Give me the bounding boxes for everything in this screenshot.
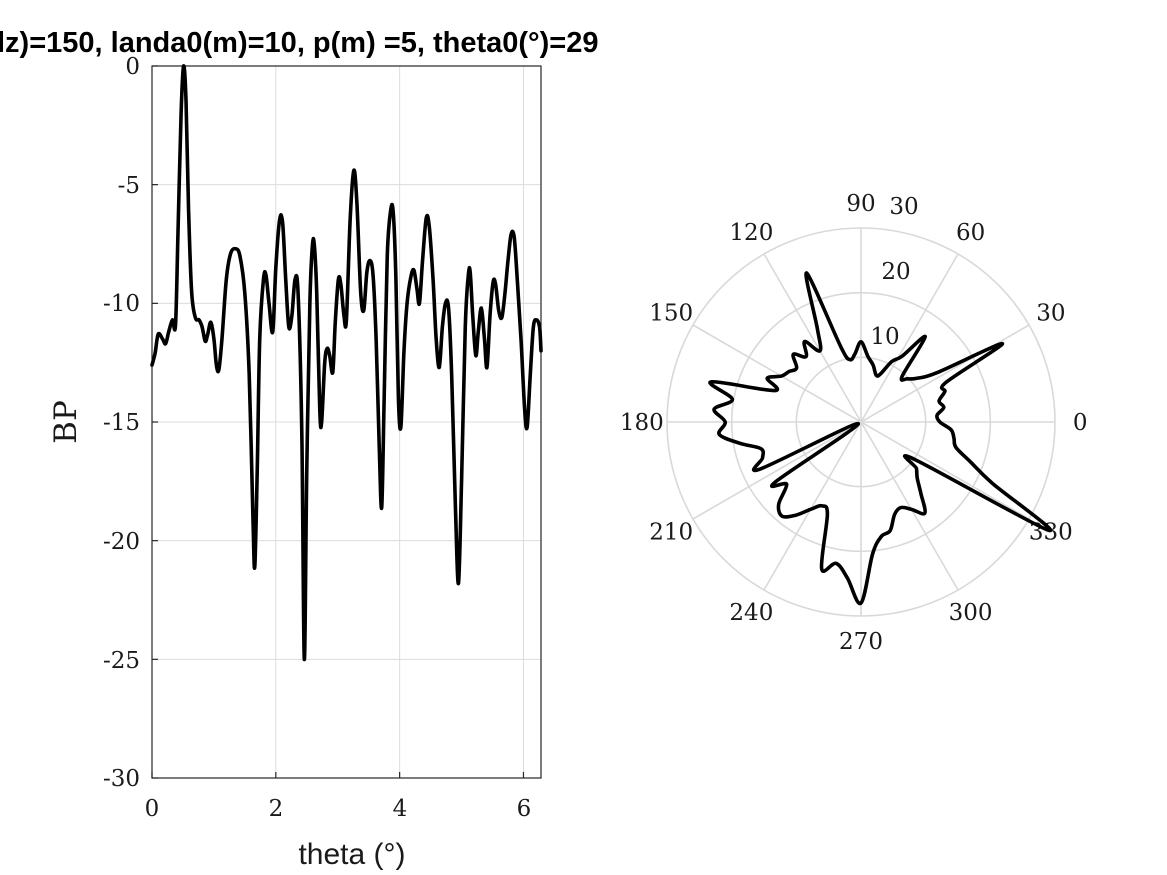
polar-pattern-curve — [708, 271, 1053, 606]
x-tick-label: 4 — [393, 796, 408, 822]
cartesian-plot: 0 -5 -10 -15 -20 -25 -30 0 2 4 6 BP thet… — [48, 54, 543, 871]
angle-tick-label: 210 — [649, 520, 693, 546]
figure-title: lz)=150, landa0(m)=10, p(m) =5, theta0(°… — [0, 27, 599, 59]
cartesian-grid — [151, 65, 541, 779]
y-tick-label: -15 — [103, 410, 140, 436]
angle-tick-label: 270 — [839, 629, 883, 655]
y-tick-label: -5 — [118, 173, 140, 199]
polar-spoke — [692, 421, 862, 520]
y-tick-labels: 0 -5 -10 -15 -20 -25 -30 — [103, 54, 140, 792]
angle-tick-label: 60 — [956, 220, 985, 246]
y-tick-label: -20 — [103, 529, 140, 555]
angle-tick-label: 90 — [846, 191, 875, 217]
angle-tick-label: 120 — [729, 220, 773, 246]
polar-spoke — [763, 421, 862, 591]
polar-radius-labels: 10 20 30 — [870, 194, 918, 350]
x-tick-label: 0 — [145, 796, 160, 822]
angle-tick-label: 30 — [1036, 300, 1065, 326]
polar-spoke — [860, 253, 959, 423]
y-tick-label: 0 — [125, 54, 140, 80]
x-axis-label: theta (°) — [298, 838, 405, 871]
angle-tick-label: 150 — [649, 300, 693, 326]
y-tick-label: -30 — [103, 766, 140, 792]
y-axis-label: BP — [48, 400, 84, 444]
r-tick-label: 10 — [870, 324, 899, 350]
angle-tick-label: 0 — [1073, 410, 1088, 436]
polar-spoke — [860, 421, 1030, 520]
y-tick-label: -10 — [103, 291, 140, 317]
polar-spoke — [860, 421, 959, 591]
polar-spoke — [860, 324, 1030, 423]
angle-tick-label: 300 — [949, 600, 993, 626]
x-tick-labels: 0 2 4 6 — [145, 796, 532, 822]
polar-grid — [666, 227, 1056, 617]
angle-tick-label: 240 — [729, 600, 773, 626]
beam-pattern-curve — [150, 64, 543, 662]
y-tick-label: -25 — [103, 648, 140, 674]
cartesian-tick-marks — [151, 65, 525, 779]
angle-tick-label: 180 — [620, 410, 664, 436]
r-tick-label: 30 — [889, 194, 918, 220]
polar-spoke — [692, 324, 862, 423]
polar-spoke — [763, 253, 862, 423]
r-tick-label: 20 — [881, 259, 910, 285]
x-tick-label: 6 — [517, 796, 532, 822]
x-tick-label: 2 — [269, 796, 284, 822]
